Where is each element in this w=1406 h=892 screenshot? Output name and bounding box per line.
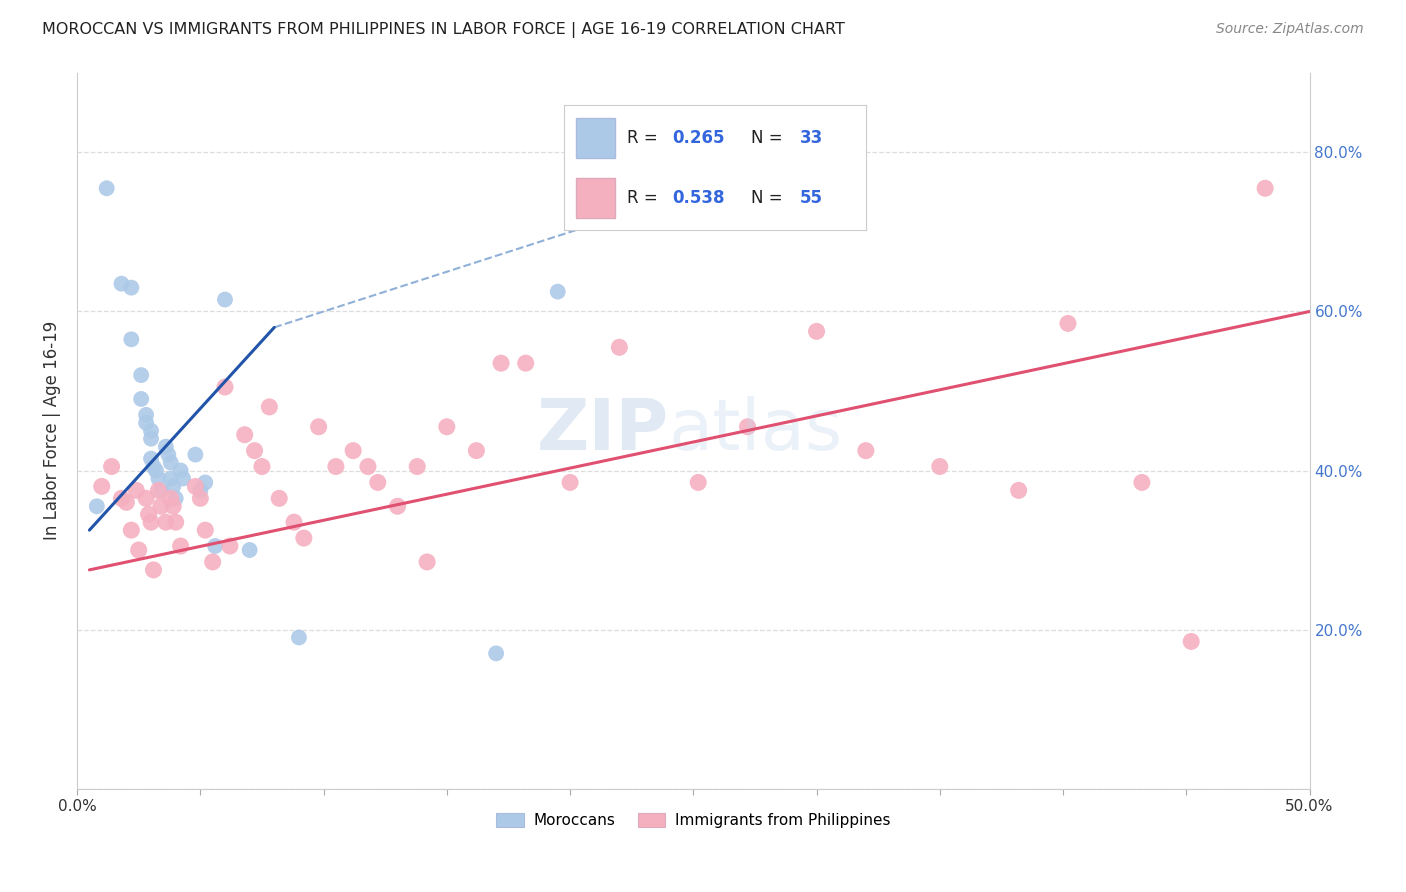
Point [188, 491, 211, 506]
Point [201, 555, 224, 569]
Point [165, 515, 187, 529]
Point [188, 483, 211, 498]
Point [194, 523, 217, 537]
Text: ZIP: ZIP [537, 396, 669, 466]
Point [162, 479, 184, 493]
Point [288, 631, 311, 645]
Point [489, 356, 512, 370]
Point [159, 491, 181, 506]
Point [233, 427, 256, 442]
Point [110, 277, 132, 291]
Text: MOROCCAN VS IMMIGRANTS FROM PHILIPPINES IN LABOR FORCE | AGE 16-19 CORRELATION C: MOROCCAN VS IMMIGRANTS FROM PHILIPPINES … [42, 22, 845, 38]
Point [357, 459, 380, 474]
Y-axis label: In Labor Force | Age 16-19: In Labor Force | Age 16-19 [44, 321, 60, 541]
Point [155, 515, 177, 529]
Point [436, 419, 458, 434]
Point [928, 459, 950, 474]
Point [96, 181, 118, 195]
Point [157, 448, 180, 462]
Point [169, 463, 191, 477]
Point [1057, 317, 1080, 331]
Point [219, 539, 242, 553]
Point [806, 324, 828, 338]
Point [485, 646, 508, 660]
Point [120, 280, 142, 294]
Point [204, 539, 226, 553]
Point [214, 380, 236, 394]
Text: Source: ZipAtlas.com: Source: ZipAtlas.com [1216, 22, 1364, 37]
Point [135, 416, 157, 430]
Point [159, 471, 181, 485]
Point [243, 443, 266, 458]
Point [159, 456, 181, 470]
Point [138, 507, 160, 521]
Point [558, 475, 581, 490]
Point [416, 555, 439, 569]
Point [115, 495, 138, 509]
Point [145, 463, 167, 477]
Point [169, 539, 191, 553]
Point [342, 443, 364, 458]
Point [120, 332, 142, 346]
Point [1254, 181, 1277, 195]
Point [120, 523, 142, 537]
Point [172, 471, 194, 485]
Point [194, 475, 217, 490]
Point [135, 491, 157, 506]
Point [367, 475, 389, 490]
Point [737, 419, 759, 434]
Point [128, 543, 150, 558]
Point [387, 500, 409, 514]
Point [239, 543, 262, 558]
Point [148, 471, 170, 485]
Point [547, 285, 569, 299]
Point [149, 500, 172, 514]
Point [1008, 483, 1031, 498]
Point [855, 443, 877, 458]
Point [1130, 475, 1153, 490]
Point [184, 479, 207, 493]
Point [292, 531, 315, 545]
Point [162, 500, 184, 514]
Point [465, 443, 488, 458]
Point [135, 408, 157, 422]
Legend: Moroccans, Immigrants from Philippines: Moroccans, Immigrants from Philippines [491, 807, 896, 835]
Point [325, 459, 347, 474]
Point [139, 451, 162, 466]
Point [214, 293, 236, 307]
Point [90, 479, 112, 493]
Point [308, 419, 330, 434]
Point [125, 483, 148, 498]
Point [688, 475, 710, 490]
Text: atlas: atlas [669, 396, 844, 466]
Point [269, 491, 291, 506]
Point [250, 459, 273, 474]
Point [142, 563, 165, 577]
Point [515, 356, 537, 370]
Point [609, 340, 631, 354]
Point [184, 448, 207, 462]
Point [1180, 634, 1202, 648]
Point [406, 459, 429, 474]
Point [139, 515, 162, 529]
Point [139, 432, 162, 446]
Point [129, 368, 152, 383]
Point [86, 500, 108, 514]
Point [142, 459, 165, 474]
Point [139, 424, 162, 438]
Point [110, 491, 132, 506]
Point [259, 400, 281, 414]
Point [148, 483, 170, 498]
Point [129, 392, 152, 406]
Point [100, 459, 122, 474]
Point [149, 483, 172, 498]
Point [283, 515, 305, 529]
Point [165, 491, 187, 506]
Point [155, 440, 177, 454]
